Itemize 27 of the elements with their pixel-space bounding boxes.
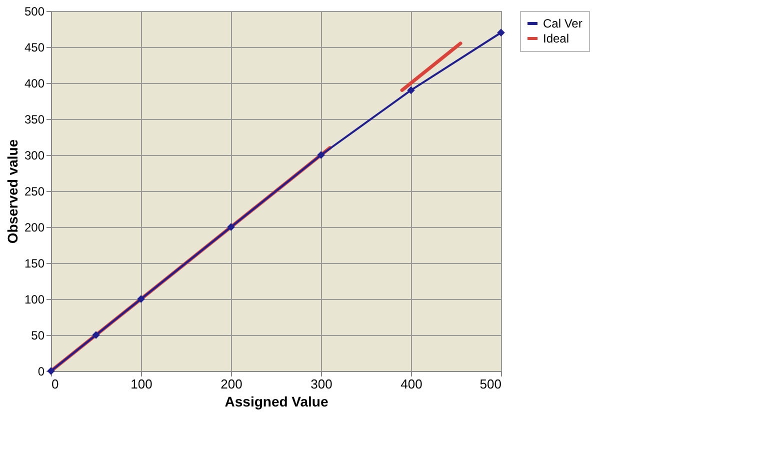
y-tick-label: 200 <box>24 220 45 234</box>
point <box>227 223 235 231</box>
y-tick-label: 450 <box>24 40 45 54</box>
legend-label: Ideal <box>543 32 570 46</box>
point <box>497 28 505 36</box>
point <box>407 86 415 94</box>
x-tick-label: 300 <box>310 376 332 392</box>
y-tick-label: 350 <box>24 112 45 126</box>
point <box>92 331 100 339</box>
point <box>137 295 145 303</box>
y-tick-label: 50 <box>31 328 45 342</box>
y-tick-label: 300 <box>24 148 45 162</box>
y-tick-label: 0 <box>38 364 45 378</box>
point <box>317 151 325 159</box>
legend-label: Cal Ver <box>543 16 582 30</box>
y-tick-label: 250 <box>24 184 45 198</box>
y-tick-label: 150 <box>24 256 45 270</box>
x-tick-label: 400 <box>400 376 422 392</box>
x-tick-label: 200 <box>220 376 242 392</box>
y-tick-label: 100 <box>24 292 45 306</box>
x-tick-label: 0 <box>52 376 59 392</box>
y-tick-label: 400 <box>24 76 45 90</box>
y-axis-title: Observed value <box>4 139 20 244</box>
x-tick-label: 100 <box>130 376 152 392</box>
x-axis-title: Assigned Value <box>224 394 328 410</box>
x-tick-label: 500 <box>480 376 502 392</box>
y-tick-label: 500 <box>24 4 45 18</box>
